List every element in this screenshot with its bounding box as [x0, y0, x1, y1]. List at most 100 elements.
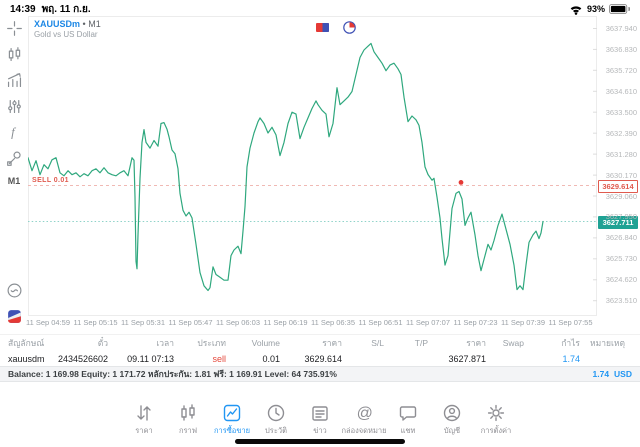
tab-label: ราคา	[135, 426, 153, 435]
tab-bar: ราคา กราฟ การซื้อขาย ประวัติ ข่าว @ กล่องจดหมา…	[0, 399, 640, 437]
time-tick-label: 11 Sep 06:03	[215, 318, 261, 327]
position-row[interactable]: xauusdm 2434526602 09.11 07:13 sell 0.01 3629…	[0, 351, 640, 367]
chart-symbol-timeframe: XAUUSDm • M1	[34, 19, 101, 30]
tab-label: ประวัติ	[265, 426, 287, 435]
time-tick-label: 11 Sep 06:51	[358, 318, 403, 327]
time-tick-label: 11 Sep 07:39	[500, 318, 546, 327]
mailbox-icon: @	[354, 403, 374, 423]
timeframe-label: • M1	[82, 19, 101, 29]
calendar-event-markers	[316, 21, 356, 34]
price-chart[interactable]: XAUUSDm • M1 Gold vs US Dollar SELL 0.01	[28, 16, 597, 316]
chart-canvas[interactable]	[28, 16, 597, 316]
tab-chat[interactable]: แชท	[386, 399, 430, 437]
battery-icon	[609, 4, 630, 14]
profit-currency: USD	[614, 369, 632, 379]
time-tick-label: 11 Sep 06:19	[263, 318, 308, 327]
tab-charts[interactable]: กราฟ	[166, 399, 210, 437]
column-header: เวลา	[156, 338, 174, 348]
tab-quotes[interactable]: ราคา	[122, 399, 166, 437]
column-header: Volume	[251, 338, 280, 348]
account-summary-bar[interactable]: Balance: 1 169.98 Equity: 1 171.72 หลักป…	[0, 366, 640, 382]
y-tick-marks	[593, 28, 597, 302]
tab-news[interactable]: ข่าว	[298, 399, 342, 437]
tab-label: ข่าว	[313, 426, 327, 435]
tab-label: บัญชี	[443, 426, 461, 435]
timeframe-button[interactable]: M1	[7, 176, 21, 186]
tab-mailbox[interactable]: @ กล่องจดหมาย	[341, 399, 387, 437]
settings-icon	[486, 403, 506, 423]
price-axis[interactable]: 3629.614 3627.711 3637.940 3636.830 3635.7…	[597, 16, 640, 316]
history-icon	[266, 403, 286, 423]
time-tick-label: 11 Sep 07:55	[548, 318, 593, 327]
account-summary-text: Balance: 1 169.98 Equity: 1 171.72 หลักป…	[8, 369, 337, 379]
news-icon	[310, 403, 330, 423]
position-cell: 2434526602	[58, 354, 109, 364]
sell-position-label: SELL 0.01	[30, 176, 71, 184]
time-tick-label: 11 Sep 05:31	[120, 318, 166, 327]
crosshair-icon[interactable]	[6, 20, 23, 37]
column-header: Swap	[502, 338, 524, 348]
tab-label: กล่องจดหมาย	[341, 426, 387, 435]
calendar-logo-icon[interactable]	[6, 308, 23, 325]
chart-region: f M1 XAUUSDm • M1 Gold vs US Dollar	[0, 16, 640, 334]
objects-icon[interactable]	[6, 150, 23, 167]
price-tick-label: 3634.610	[605, 86, 637, 96]
indicators-icon[interactable]	[6, 72, 23, 89]
price-tick-label: 3630.170	[605, 170, 637, 180]
tab-label: กราฟ	[178, 426, 198, 435]
column-header: หมายเหตุ	[590, 338, 625, 348]
position-cell: xauusdm	[8, 354, 45, 364]
symbol-label: XAUUSDm	[34, 19, 81, 29]
time-tick-label: 11 Sep 06:35	[310, 318, 356, 327]
time-tick-label: 11 Sep 05:47	[168, 318, 213, 327]
price-tick-label: 3635.720	[605, 65, 637, 75]
price-tick-label: 3629.060	[605, 191, 637, 201]
status-indicators: 93%	[569, 4, 630, 15]
chart-side-toolbar: f M1	[0, 16, 28, 334]
charts-icon	[178, 403, 198, 423]
candlesticks-icon[interactable]	[6, 46, 23, 63]
symbol-description: Gold vs US Dollar	[34, 30, 98, 40]
svg-text:f: f	[11, 126, 17, 140]
time-tick-label: 11 Sep 07:23	[453, 318, 498, 327]
home-indicator[interactable]	[235, 439, 405, 444]
time-tick-label: 11 Sep 04:59	[25, 318, 71, 327]
account-icon	[442, 403, 462, 423]
tab-label: การตั้งค่า	[480, 426, 512, 435]
calendar-clock-icon[interactable]	[343, 21, 356, 34]
column-header: ราคา	[322, 338, 342, 348]
time-tick-label: 11 Sep 07:07	[405, 318, 451, 327]
current-price-tag: 3627.711	[598, 215, 638, 229]
svg-text:@: @	[357, 405, 373, 422]
tab-label: แชท	[400, 426, 416, 435]
battery-percent-label: 93%	[586, 4, 605, 14]
market-watch-icon[interactable]	[6, 282, 23, 299]
tab-account[interactable]: บัญชี	[430, 399, 474, 437]
price-tick-label: 3631.280	[605, 149, 637, 159]
trade-levels-icon[interactable]	[6, 98, 23, 115]
tab-trade[interactable]: การซื้อขาย	[210, 399, 254, 437]
tab-settings[interactable]: การตั้งค่า	[474, 399, 518, 437]
price-tick-label: 3633.500	[605, 107, 637, 117]
time-axis[interactable]: 11 Sep 04:59 11 Sep 05:15 11 Sep 05:31 11 S…	[25, 318, 597, 332]
price-tick-label: 3625.730	[605, 254, 637, 264]
wifi-icon	[569, 4, 583, 15]
price-tick-label: 3627.950	[605, 212, 637, 222]
column-header: สัญลักษณ์	[8, 338, 45, 348]
column-header: S/L	[371, 338, 384, 348]
status-bar: 14:39 พฤ. 11 ก.ย. 93%	[0, 0, 640, 18]
chart-header[interactable]: XAUUSDm • M1 Gold vs US Dollar	[33, 18, 105, 43]
sell-price-tag: 3629.614	[598, 180, 638, 194]
column-header: กำไร	[561, 338, 580, 348]
quotes-icon	[134, 403, 154, 423]
column-header: ประเภท	[197, 338, 226, 348]
sell-entry-dot	[458, 180, 464, 185]
trade-icon	[222, 403, 242, 423]
price-tick-label: 3623.510	[605, 296, 637, 306]
calendar-flag-icon[interactable]	[316, 23, 329, 32]
functions-icon[interactable]: f	[6, 124, 23, 141]
column-header: ตั๋ว	[97, 338, 108, 348]
tab-history[interactable]: ประวัติ	[254, 399, 298, 437]
clock-time: 14:39	[10, 3, 36, 15]
